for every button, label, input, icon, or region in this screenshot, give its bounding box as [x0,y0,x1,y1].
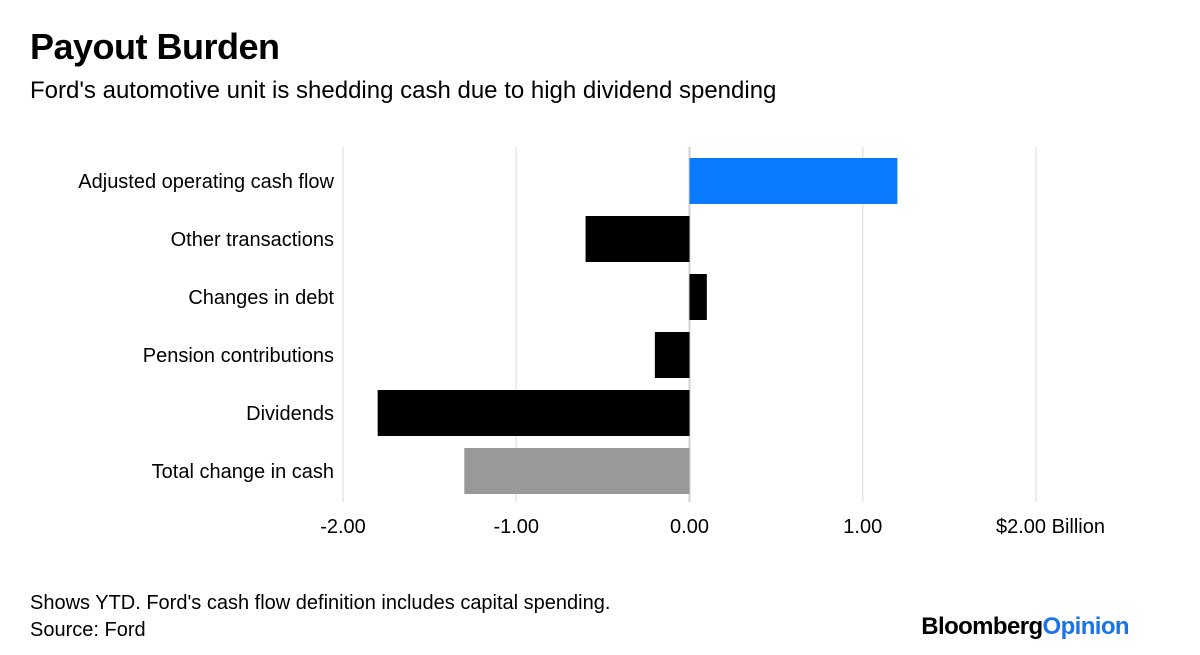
category-labels: Adjusted operating cash flow Other transa… [78,171,334,483]
bar-5 [464,448,690,494]
bar-4 [377,390,690,436]
x-tick-label-4: $2.00 Billion [996,516,1105,538]
brand-opinion: Opinion [1042,613,1130,640]
category-label-3: Pension contributions [143,345,334,367]
bar-3 [654,332,690,378]
category-label-5: Total change in cash [152,461,334,483]
footnote-note: Shows YTD. Ford's cash flow definition i… [30,592,611,614]
bar-chart: Adjusted operating cash flow Other transa… [78,147,1105,538]
x-tick-label-3: 1.00 [843,516,882,538]
x-tick-label-2: 0.00 [670,516,709,538]
category-label-4: Dividends [246,403,334,425]
bar-2 [689,274,707,320]
brand-bloomberg: Bloomberg [921,613,1043,640]
bars [377,158,898,494]
x-tick-label-0: -2.00 [320,516,366,538]
bar-0 [689,158,898,204]
category-label-0: Adjusted operating cash flow [78,171,334,193]
footnote: Shows YTD. Ford's cash flow definition i… [30,590,610,644]
bloomberg-opinion-logo: BloombergOpinion [921,613,1129,641]
bar-1 [585,216,690,262]
category-label-2: Changes in debt [188,287,334,309]
x-tick-label-1: -1.00 [493,516,539,538]
category-label-1: Other transactions [171,229,334,251]
chart-subtitle: Ford's automotive unit is shedding cash … [30,77,777,104]
x-tick-labels: -2.00 -1.00 0.00 1.00 $2.00 Billion [320,516,1105,538]
grid-lines [342,147,1037,502]
footnote-source: Source: Ford [30,619,146,641]
chart-title: Payout Burden [30,26,280,67]
